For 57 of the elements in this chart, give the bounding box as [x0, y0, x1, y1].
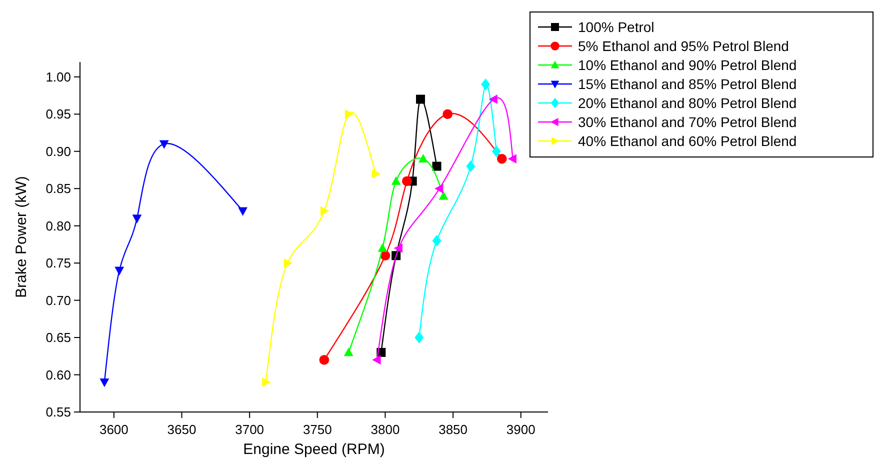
- legend-label: 15% Ethanol and 85% Petrol Blend: [578, 76, 797, 92]
- y-tick-label: 0.60: [46, 367, 71, 382]
- legend-label: 40% Ethanol and 60% Petrol Blend: [578, 132, 797, 149]
- y-tick-label: 0.80: [46, 218, 71, 234]
- point: [402, 176, 412, 186]
- y-axis-title: Brake Power (kW): [13, 176, 30, 298]
- legend-label: 20% Ethanol and 80% Petrol Blend: [578, 94, 797, 111]
- point: [320, 206, 330, 216]
- point: [416, 94, 425, 104]
- y-tick-label: 0.85: [46, 181, 71, 196]
- point: [114, 266, 124, 276]
- point: [414, 332, 424, 344]
- legend-label: 30% Ethanol and 70% Petrol Blend: [578, 114, 797, 130]
- point: [442, 109, 453, 120]
- x-tick-label: 3650: [167, 422, 196, 437]
- x-tick-label: 3900: [506, 422, 536, 437]
- point: [492, 146, 501, 158]
- point: [481, 78, 490, 90]
- point: [372, 169, 381, 178]
- y-tick-label: 0.90: [46, 144, 71, 159]
- point: [488, 94, 498, 104]
- point: [238, 207, 248, 216]
- point: [394, 243, 402, 253]
- point: [132, 214, 142, 224]
- point: [372, 355, 381, 365]
- legend-label: 100% Petrol: [578, 18, 654, 35]
- point: [159, 140, 169, 149]
- point: [496, 154, 507, 164]
- legend-label: 5% Ethanol and 95% Petrol Blend: [578, 38, 789, 54]
- point: [344, 347, 354, 356]
- legend-label: 10% Ethanol and 90% Petrol Blend: [578, 56, 797, 73]
- y-tick-label: 0.65: [46, 330, 71, 346]
- point: [344, 109, 354, 119]
- point: [432, 162, 442, 171]
- point: [438, 191, 448, 200]
- x-tick-label: 3700: [235, 422, 264, 437]
- y-tick-label: 0.70: [46, 292, 71, 308]
- x-tick-label: 3600: [99, 422, 128, 437]
- point: [262, 378, 271, 387]
- point: [418, 154, 428, 163]
- y-tick-label: 0.95: [46, 106, 71, 122]
- x-tick-label: 3800: [370, 422, 400, 437]
- point: [319, 354, 330, 365]
- point: [434, 184, 444, 194]
- point: [284, 258, 292, 268]
- point: [432, 234, 442, 247]
- point: [100, 378, 110, 388]
- x-tick-label: 3750: [302, 422, 332, 437]
- point: [466, 160, 476, 172]
- point: [378, 243, 388, 252]
- x-axis-title: Engine Speed (RPM): [243, 441, 385, 458]
- x-tick-label: 3850: [438, 422, 468, 437]
- point: [391, 176, 401, 185]
- y-tick-label: 0.75: [46, 256, 71, 271]
- y-tick-label: 1.00: [46, 69, 71, 84]
- point: [508, 154, 516, 164]
- y-tick-label: 0.55: [46, 404, 71, 420]
